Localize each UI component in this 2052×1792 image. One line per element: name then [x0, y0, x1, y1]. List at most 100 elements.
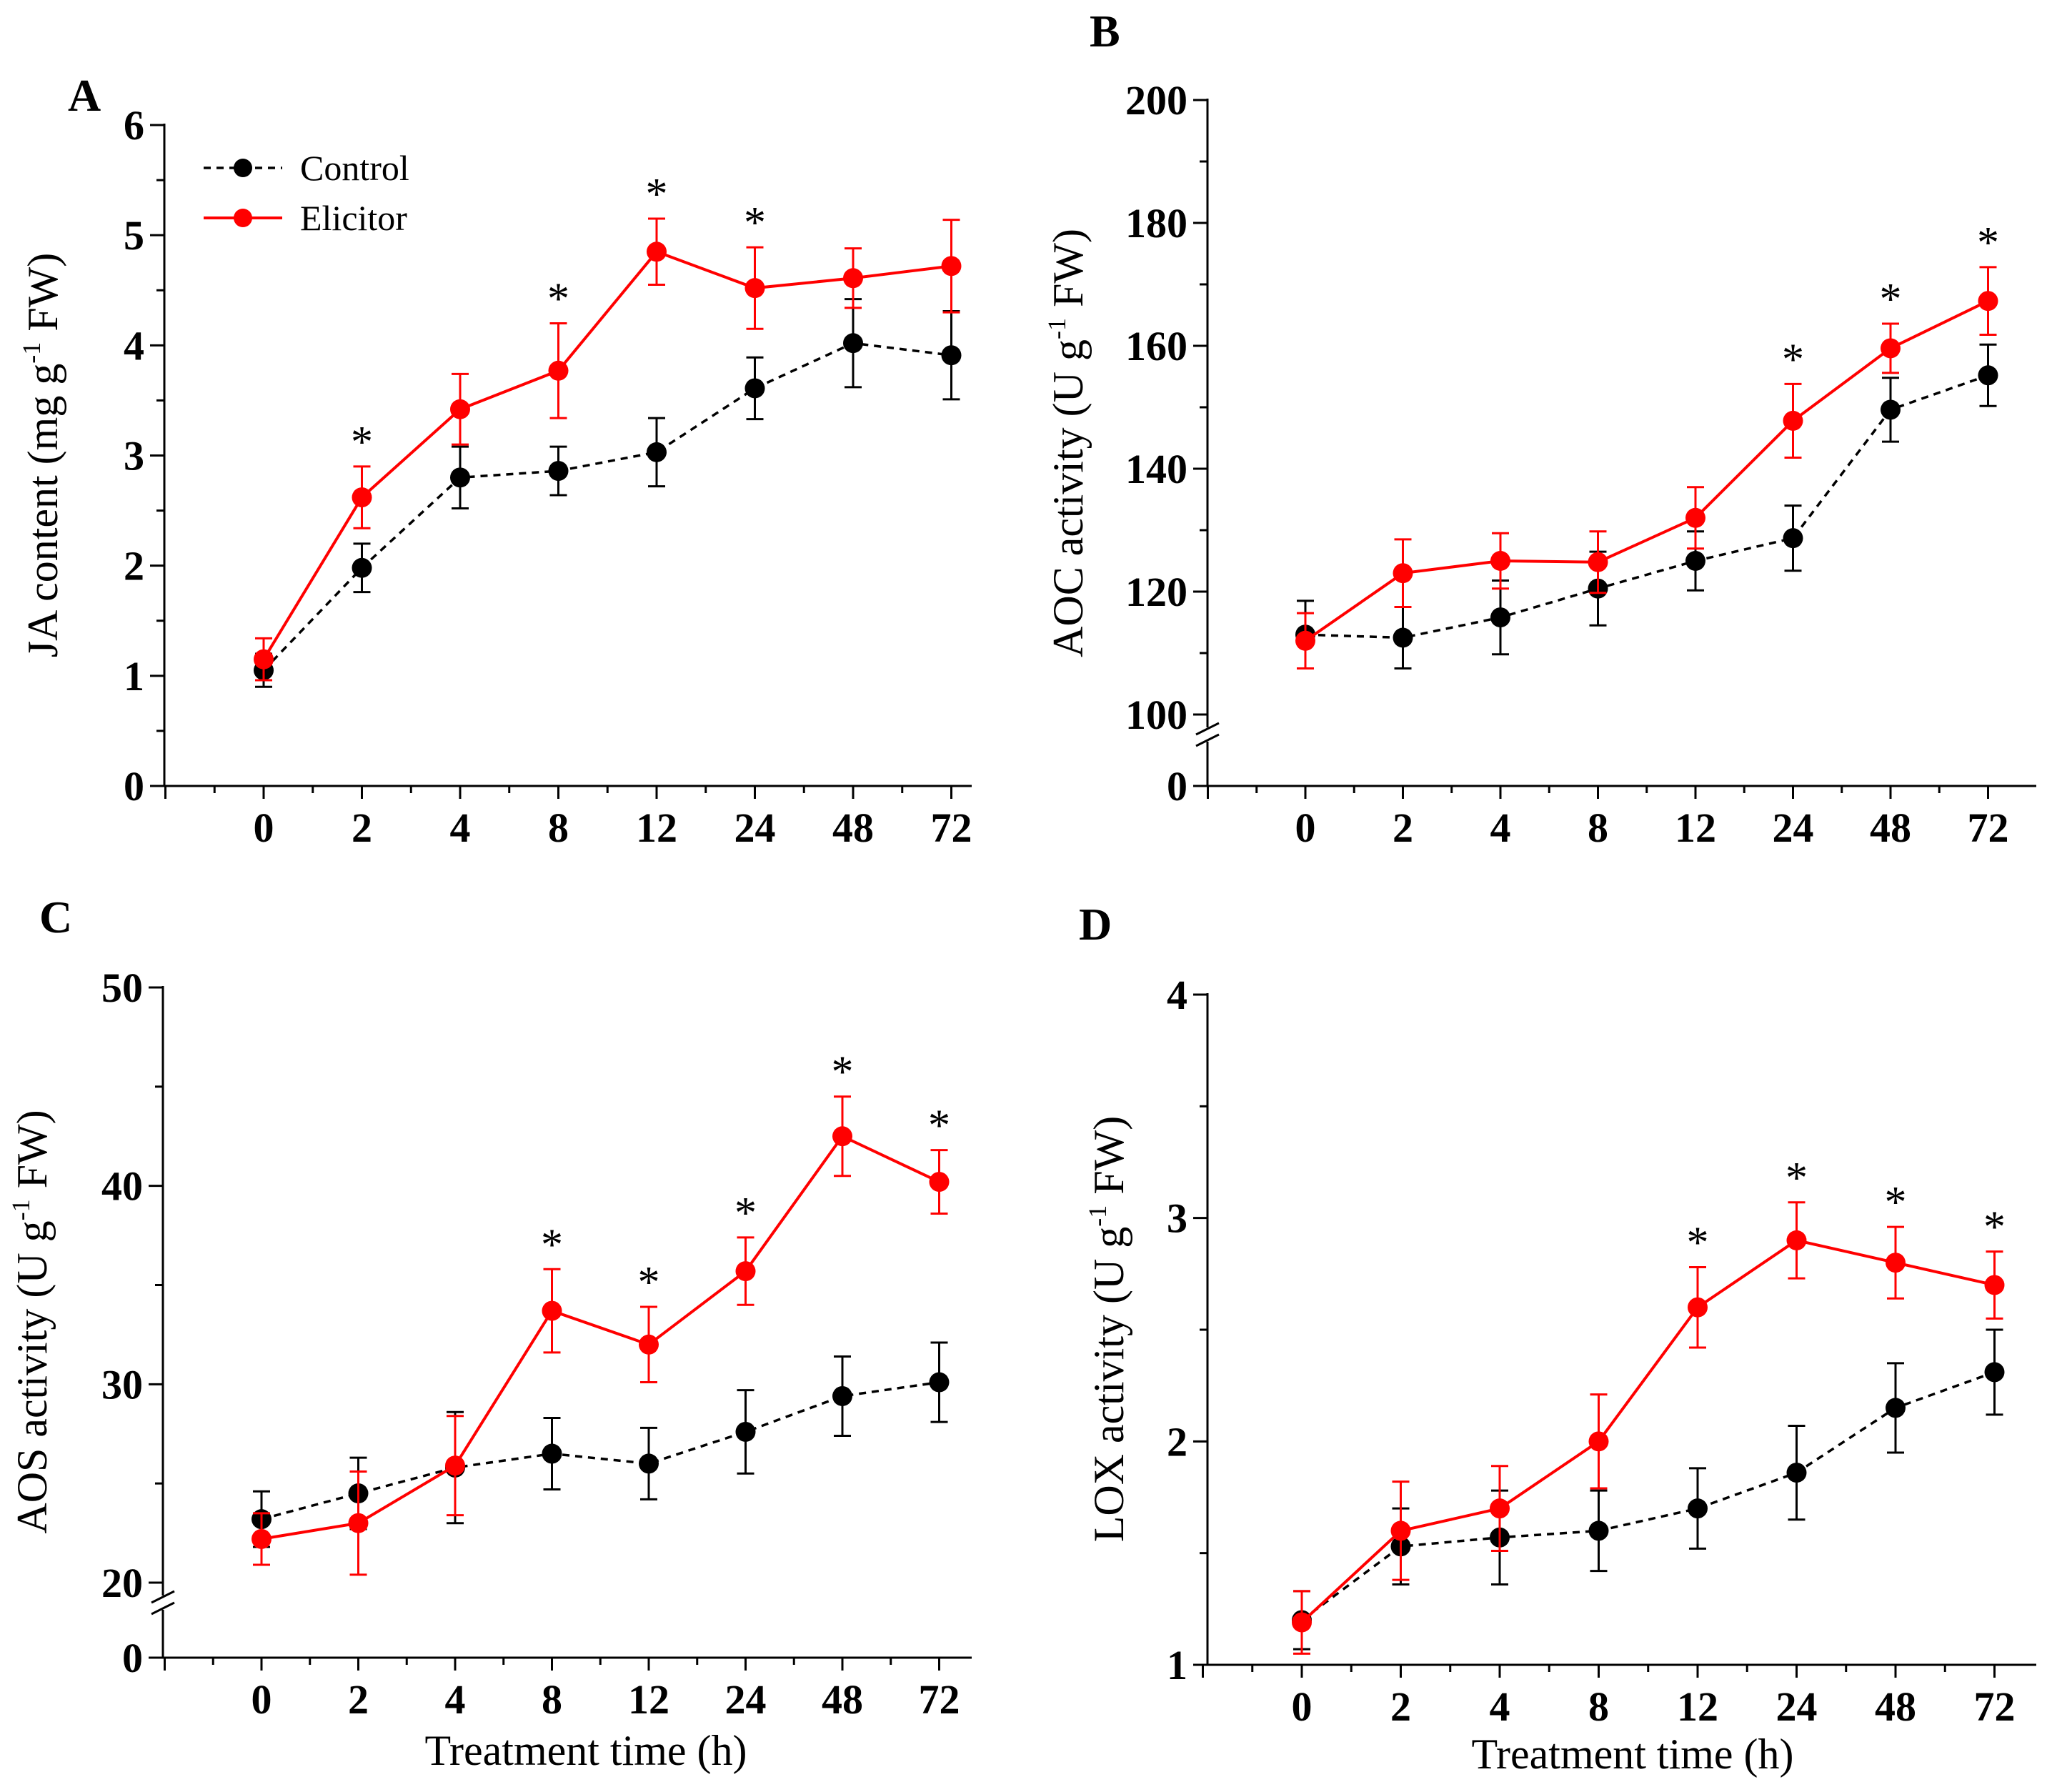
x-tick-label: 0 — [1292, 1683, 1313, 1730]
y-axis-title-main: LOX activity (U g — [1085, 1227, 1132, 1543]
y-tick-label: 2 — [124, 543, 144, 589]
y-axis-title-superscript: -1 — [1083, 1205, 1112, 1227]
significance-star: * — [1885, 1178, 1907, 1227]
x-tick-label: 2 — [1393, 805, 1413, 851]
axis-break-mark — [151, 1590, 175, 1604]
y-tick-label: 160 — [1125, 323, 1187, 369]
significance-star: * — [646, 170, 668, 219]
y-axis-title-main: JA content (mg g — [19, 364, 66, 658]
y-axis-title-tail: FW) — [9, 1110, 56, 1199]
data-point — [941, 256, 962, 277]
legend-label-control: Control — [300, 148, 409, 188]
data-point — [1588, 552, 1608, 572]
x-tick-label: 48 — [832, 805, 874, 851]
y-tick-label: 4 — [1167, 972, 1187, 1018]
data-point — [1886, 1253, 1906, 1273]
x-tick-label: 72 — [931, 805, 972, 851]
data-point — [1393, 627, 1413, 648]
data-point — [1295, 630, 1315, 651]
data-point — [1685, 507, 1705, 528]
y-tick-label: 180 — [1125, 200, 1187, 247]
y-tick-label: 140 — [1125, 446, 1187, 492]
y-tick-label: 20 — [101, 1560, 143, 1606]
x-tick-label: 0 — [254, 805, 274, 851]
x-tick-label: 0 — [1295, 805, 1316, 851]
x-tick-label: 12 — [1675, 805, 1716, 851]
x-tick-label: 4 — [1490, 1683, 1510, 1730]
series-line-elicitor — [1300, 1238, 1995, 1624]
y-tick-label: 6 — [124, 102, 144, 149]
series-line-control — [261, 1380, 940, 1520]
axis-break-mark — [151, 1601, 175, 1616]
data-point — [1292, 1612, 1312, 1633]
data-point — [450, 399, 470, 419]
x-tick-label: 24 — [734, 805, 776, 851]
significance-star: * — [1782, 335, 1804, 384]
y-axis-title-main: AOS activity (U g — [9, 1220, 56, 1533]
panel-label: B — [1090, 6, 1120, 56]
data-point — [1786, 1463, 1807, 1483]
axes — [150, 124, 972, 799]
data-point — [445, 1455, 465, 1476]
y-axis-title-superscript: -1 — [1042, 318, 1071, 339]
x-tick-label: 72 — [919, 1676, 960, 1723]
significance-star: * — [744, 199, 766, 247]
series-elicitor — [251, 1095, 950, 1576]
data-point — [1978, 291, 1998, 312]
legend-marker-control — [234, 159, 252, 177]
data-point — [1393, 563, 1413, 584]
x-tick-label: 4 — [450, 805, 471, 851]
significance-star: * — [351, 418, 373, 467]
x-tick-label: 8 — [542, 1676, 562, 1723]
y-tick-label: 120 — [1125, 569, 1187, 615]
significance-star: * — [1880, 275, 1902, 324]
y-tick-label: 0 — [124, 763, 144, 810]
data-point — [450, 467, 470, 488]
y-tick-label: 5 — [124, 212, 144, 259]
y-tick-label-zero: 0 — [122, 1635, 143, 1681]
data-point — [348, 1513, 369, 1533]
panel-label: C — [39, 892, 72, 942]
data-point — [548, 461, 569, 482]
significance-star: * — [547, 275, 569, 324]
x-tick-label: 24 — [725, 1676, 767, 1723]
x-tick-label: 8 — [1588, 1683, 1609, 1730]
series-elicitor — [254, 217, 962, 682]
data-point — [1881, 399, 1901, 420]
data-point — [929, 1172, 950, 1193]
x-tick-label: 48 — [822, 1676, 863, 1723]
significance-star: * — [1687, 1218, 1709, 1267]
axes — [1193, 99, 2036, 799]
data-point — [639, 1453, 659, 1474]
axis-break-mark — [1195, 733, 1220, 747]
x-tick-label: 8 — [1588, 805, 1608, 851]
significance-star: * — [832, 1048, 854, 1097]
significance-star: * — [1977, 219, 1999, 267]
y-axis-title: AOC activity (U g-1 FW) — [1042, 229, 1092, 657]
significance-star: * — [928, 1102, 950, 1150]
data-point — [647, 442, 667, 462]
data-point — [929, 1372, 950, 1393]
data-point — [735, 1421, 756, 1442]
data-point — [1783, 528, 1803, 549]
significance-star: * — [638, 1258, 660, 1307]
data-point — [744, 378, 765, 399]
data-point — [832, 1126, 852, 1147]
data-point — [1978, 365, 1998, 386]
data-point — [1688, 1498, 1708, 1519]
y-tick-label: 2 — [1167, 1418, 1187, 1465]
x-tick-label: 8 — [548, 805, 569, 851]
data-point — [1685, 551, 1705, 571]
x-tick-label: 72 — [1968, 805, 2009, 851]
data-point — [1588, 1431, 1609, 1452]
significance-star: * — [541, 1220, 563, 1269]
x-axis-title: Treatment time (h) — [1471, 1731, 1793, 1778]
axes — [1193, 993, 2036, 1678]
y-tick-label: 1 — [124, 653, 144, 700]
series-elicitor — [1295, 266, 1998, 669]
data-point — [1984, 1275, 2005, 1295]
series-control — [1295, 343, 1998, 669]
series-line-elicitor — [262, 249, 952, 660]
